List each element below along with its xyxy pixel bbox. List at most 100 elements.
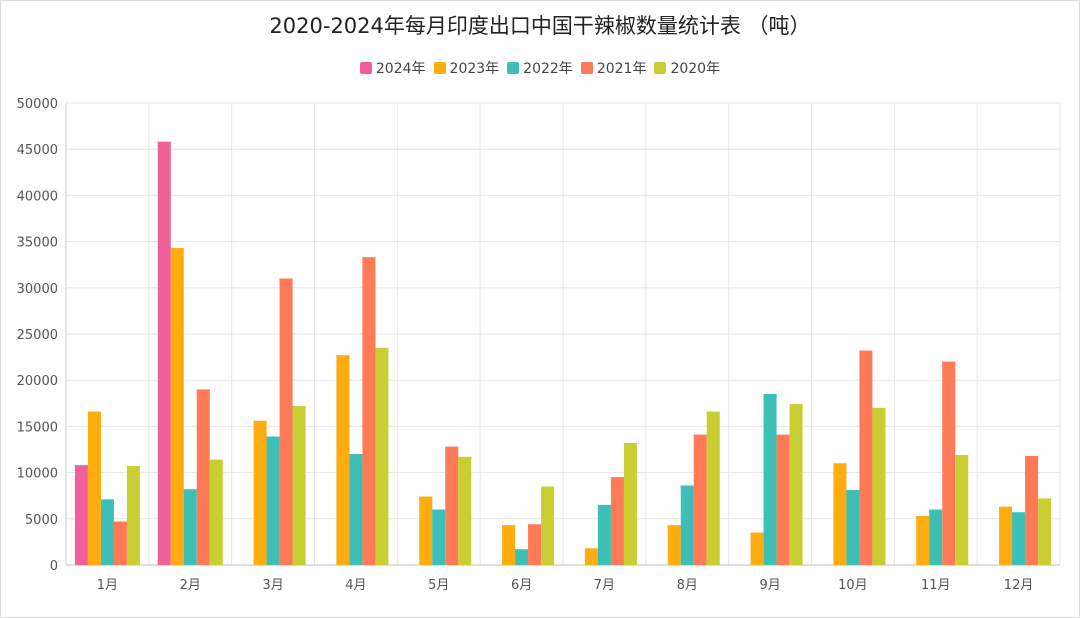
bar [458, 456, 472, 565]
bar-cap [209, 459, 223, 463]
bar [183, 489, 197, 565]
bar-cap [432, 509, 446, 513]
bar [584, 548, 598, 565]
bar-cap [279, 278, 293, 282]
bar-cap [292, 406, 306, 410]
y-tick-label: 5000 [25, 513, 58, 528]
bar [789, 404, 803, 565]
x-tick-label: 8月 [677, 578, 698, 593]
bar-cap [999, 506, 1013, 510]
y-tick-label: 10000 [17, 467, 58, 482]
legend-item[interactable]: 2024年 [359, 58, 426, 78]
bar-cap [336, 355, 350, 359]
bar [336, 355, 350, 565]
bar [515, 549, 529, 565]
x-tick-label: 12月 [1004, 578, 1034, 593]
bar [750, 532, 764, 565]
bar-cap [266, 436, 280, 440]
bar [776, 434, 790, 565]
x-tick-label: 11月 [921, 578, 951, 593]
bar-cap [502, 525, 516, 529]
bar [157, 141, 171, 566]
bar-cap [126, 466, 140, 470]
bar-cap [253, 420, 267, 424]
bar-cap [100, 499, 114, 503]
bar [209, 459, 223, 565]
bar [693, 434, 707, 565]
bar [74, 465, 88, 565]
legend-item[interactable]: 2020年 [654, 58, 720, 78]
bar [528, 524, 542, 565]
bar [916, 516, 930, 565]
y-tick-label: 20000 [17, 374, 58, 389]
legend-label: 2023年 [449, 61, 500, 77]
bar-cap [693, 434, 707, 438]
bar-cap [750, 532, 764, 536]
bar [126, 466, 140, 565]
x-tick-label: 5月 [428, 578, 449, 593]
bar [253, 420, 267, 565]
y-tick-label: 30000 [17, 282, 58, 297]
bar [955, 455, 969, 565]
bar-cap [1012, 512, 1026, 516]
bar-cap [667, 525, 681, 529]
y-tick-label: 15000 [17, 420, 58, 435]
bar-cap [584, 548, 598, 552]
bar [349, 454, 363, 565]
legend: 2024年 2023年 2022年 2021年 2020年 [0, 58, 1080, 78]
legend-swatch [433, 62, 446, 74]
bar-cap [597, 504, 611, 508]
bar-cap [113, 521, 127, 525]
x-tick-label: 9月 [759, 578, 780, 593]
bar [1025, 455, 1039, 565]
bar-cap [955, 455, 969, 459]
bar [680, 485, 694, 565]
legend-label: 2024年 [375, 61, 426, 77]
bar [597, 504, 611, 565]
bar-cap [74, 465, 88, 469]
legend-item[interactable]: 2022年 [507, 58, 573, 78]
chart-title: 2020-2024年每月印度出口中国干辣椒数量统计表 （吨） [269, 14, 811, 38]
bar [541, 486, 555, 565]
bar [375, 347, 389, 565]
bar [170, 248, 184, 565]
bar-cap [680, 485, 694, 489]
bar-cap [706, 411, 720, 415]
legend-label: 2020年 [670, 61, 721, 77]
bar [100, 499, 114, 565]
bar [667, 525, 681, 565]
bar [196, 389, 210, 565]
legend-label: 2021年 [596, 61, 647, 77]
bar-cap [872, 407, 886, 411]
bar [623, 443, 637, 565]
bar [763, 394, 777, 565]
legend-item[interactable]: 2023年 [433, 58, 500, 78]
bar [846, 490, 860, 565]
legend-item[interactable]: 2021年 [580, 58, 647, 78]
bar-cap [541, 486, 555, 490]
y-tick-label: 0 [50, 559, 58, 574]
bar [292, 406, 306, 565]
bar-cap [528, 524, 542, 528]
bar-cap [833, 463, 847, 467]
bar-cap [846, 490, 860, 494]
y-tick-label: 25000 [17, 328, 58, 343]
bar [266, 436, 280, 565]
x-tick-label: 10月 [838, 578, 868, 593]
bar [419, 496, 433, 565]
x-tick-label: 1月 [97, 578, 118, 593]
y-tick-label: 35000 [17, 236, 58, 251]
y-tick-label: 50000 [17, 97, 58, 112]
bar [1012, 512, 1026, 565]
bar-cap [929, 509, 943, 513]
bar [113, 521, 127, 565]
bar [999, 506, 1013, 565]
bar [445, 446, 459, 565]
bar-cap [349, 454, 363, 458]
x-tick-label: 6月 [511, 578, 532, 593]
bar-cap [157, 141, 171, 145]
bar [502, 525, 516, 565]
bar-cap [789, 404, 803, 408]
bar [87, 411, 101, 565]
